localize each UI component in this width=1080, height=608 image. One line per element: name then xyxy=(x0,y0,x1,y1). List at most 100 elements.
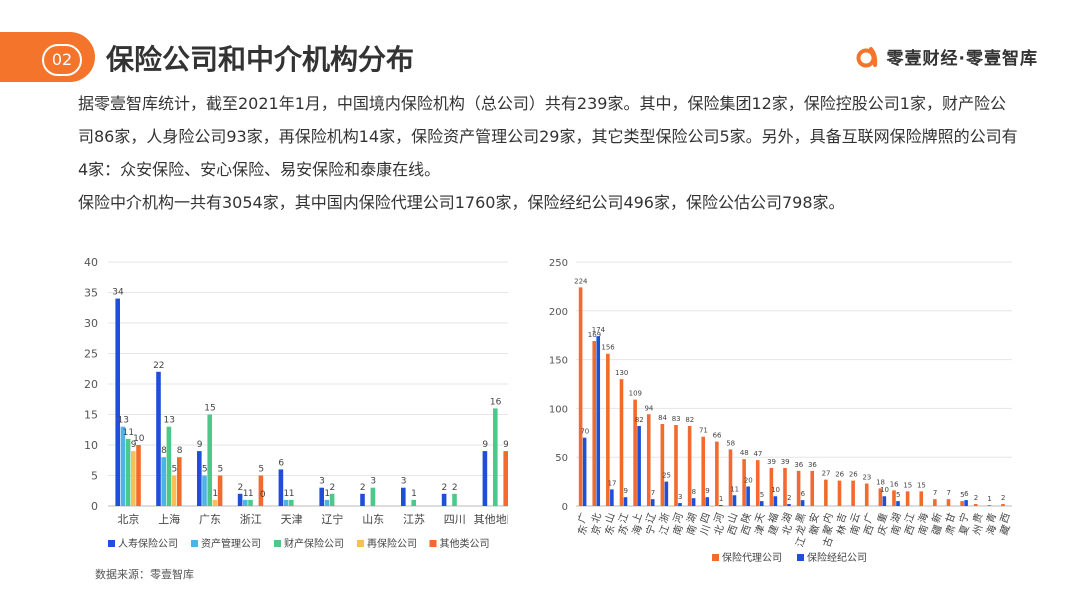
data-label: 5 xyxy=(760,491,764,499)
bar xyxy=(503,451,508,506)
data-label: 2 xyxy=(452,483,458,493)
x-tick-label: 龙 xyxy=(793,523,809,537)
bar xyxy=(212,499,218,506)
data-label: 13 xyxy=(163,416,174,426)
x-tick-label: 云 xyxy=(849,512,863,525)
bar xyxy=(678,503,682,506)
x-tick-label: 江 xyxy=(794,535,809,549)
bar xyxy=(136,445,141,506)
x-tick-label: 京 xyxy=(588,523,604,537)
data-label: 11 xyxy=(730,485,739,493)
data-label: 1 xyxy=(284,489,290,499)
bar xyxy=(633,399,637,506)
bar xyxy=(493,408,498,506)
bar xyxy=(728,449,733,506)
legend-swatch xyxy=(191,540,198,547)
bar xyxy=(769,467,774,506)
bar xyxy=(755,460,760,506)
data-label: 22 xyxy=(153,361,164,371)
data-label: 20 xyxy=(744,476,753,484)
data-label: 26 xyxy=(835,471,844,479)
legend-swatch xyxy=(357,540,364,547)
y-tick-label: 15 xyxy=(84,409,98,422)
data-label: 3 xyxy=(401,477,407,487)
bar xyxy=(258,475,264,506)
data-label: 16 xyxy=(890,480,899,488)
x-tick-label: 海 xyxy=(915,511,931,525)
legend-label: 保险代理公司 xyxy=(722,551,782,564)
bar xyxy=(161,457,166,506)
legend-label: 人寿保险公司 xyxy=(118,537,178,550)
data-label: 47 xyxy=(753,450,762,458)
summary-paragraph-intermediaries: 保险中介机构一共有3054家，其中国内保险代理公司1760家，保险经纪公司496… xyxy=(78,193,845,212)
data-label: 1 xyxy=(248,489,254,499)
data-label: 16 xyxy=(490,397,502,407)
x-tick-label: 四川 xyxy=(444,513,466,526)
data-label: 130 xyxy=(615,369,628,377)
y-tick-label: 0 xyxy=(91,500,98,513)
x-tick-label: 黑 xyxy=(794,511,809,525)
data-label: 2 xyxy=(330,483,336,493)
data-label: 169 xyxy=(588,331,601,339)
bar xyxy=(796,470,801,506)
y-tick-label: 100 xyxy=(549,404,568,415)
x-tick-label: 湖 xyxy=(889,511,904,525)
x-tick-label: 吉 xyxy=(835,511,850,525)
bar xyxy=(919,491,924,506)
data-label: 9 xyxy=(482,440,488,450)
x-tick-label: 庆 xyxy=(874,523,890,537)
bar xyxy=(1001,504,1005,506)
data-label: 23 xyxy=(862,474,871,482)
x-tick-label: 江 xyxy=(617,511,632,525)
data-label: 36 xyxy=(794,461,803,469)
data-label: 6 xyxy=(964,490,969,498)
data-label: 1 xyxy=(212,489,218,499)
data-label: 2 xyxy=(1001,494,1005,502)
x-tick-label: 贵 xyxy=(970,511,986,525)
x-tick-label: 河 xyxy=(671,511,686,525)
bar xyxy=(606,353,610,506)
y-tick-label: 35 xyxy=(84,287,98,300)
x-tick-label: 津 xyxy=(753,523,768,537)
legend-label: 资产管理公司 xyxy=(201,537,261,550)
x-tick-label: 江苏 xyxy=(403,513,425,526)
data-source-note: 数据来源：零壹智库 xyxy=(95,568,194,581)
x-tick-label: 广 xyxy=(862,511,877,525)
x-tick-label: 徽 xyxy=(806,523,822,537)
data-label: 1 xyxy=(289,489,295,499)
bar xyxy=(623,497,628,506)
data-label: 2 xyxy=(360,483,366,493)
x-tick-label: 内 xyxy=(820,511,836,525)
data-label: 15 xyxy=(204,404,215,414)
brand-logo: 零壹财经·零壹智库 xyxy=(855,44,1038,69)
x-tick-label: 海 xyxy=(983,523,999,537)
data-label: 1 xyxy=(243,489,249,499)
bar xyxy=(905,491,910,506)
x-tick-label: 浙 xyxy=(657,511,672,525)
bar xyxy=(864,483,869,506)
data-label: 10 xyxy=(133,434,145,444)
chart-intermediaries-by-province: 05010015020025022470广东169174北京15617山东130… xyxy=(549,258,1013,564)
x-tick-label: 肃 xyxy=(944,523,959,537)
x-tick-label: 上海 xyxy=(158,512,180,526)
data-label: 109 xyxy=(629,390,642,398)
data-label: 82 xyxy=(635,416,644,424)
data-label: 8 xyxy=(177,446,183,456)
y-tick-label: 10 xyxy=(84,439,98,452)
bar xyxy=(783,467,787,506)
data-label: 58 xyxy=(726,439,735,447)
data-label: 17 xyxy=(608,479,617,487)
bar xyxy=(582,437,587,506)
bar xyxy=(619,379,624,506)
data-label: 8 xyxy=(692,488,696,496)
bar xyxy=(610,489,614,506)
x-tick-label: 建 xyxy=(765,523,781,537)
legend-swatch xyxy=(274,540,281,547)
bar xyxy=(637,425,641,506)
x-tick-label: 安 xyxy=(806,511,822,525)
bar xyxy=(202,475,207,506)
bar xyxy=(646,414,651,506)
bar xyxy=(746,486,750,506)
x-tick-label: 南 xyxy=(847,523,863,537)
x-tick-label: 湖 xyxy=(780,511,795,525)
